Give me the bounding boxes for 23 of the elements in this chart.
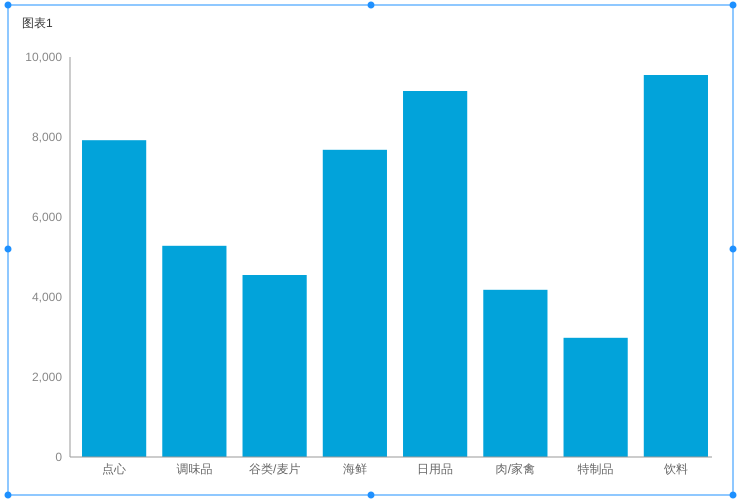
y-tick-label: 8,000: [32, 130, 62, 144]
y-tick-label: 0: [55, 450, 62, 464]
bar: [644, 75, 708, 457]
bar: [82, 140, 146, 457]
y-tick-label: 6,000: [32, 210, 62, 224]
x-tick-label: 海鲜: [342, 462, 367, 476]
bar: [162, 246, 226, 457]
bar: [322, 150, 387, 457]
y-tick-label: 10,000: [25, 50, 62, 64]
x-tick-label: 点心: [102, 462, 126, 476]
y-tick-label: 4,000: [32, 290, 62, 304]
bar: [483, 290, 548, 457]
y-tick-label: 2,000: [32, 370, 62, 384]
x-tick-label: 谷类/麦片: [248, 462, 300, 476]
chart-title: 图表1: [22, 16, 53, 30]
x-tick-label: 饮料: [662, 462, 688, 476]
x-tick-label: 日用品: [417, 462, 454, 476]
x-tick-label: 特制品: [578, 462, 614, 476]
bar: [403, 91, 468, 457]
x-tick-label: 肉/家禽: [496, 462, 536, 476]
bar: [564, 338, 628, 457]
x-tick-label: 调味品: [176, 462, 212, 476]
bar: [242, 275, 307, 457]
